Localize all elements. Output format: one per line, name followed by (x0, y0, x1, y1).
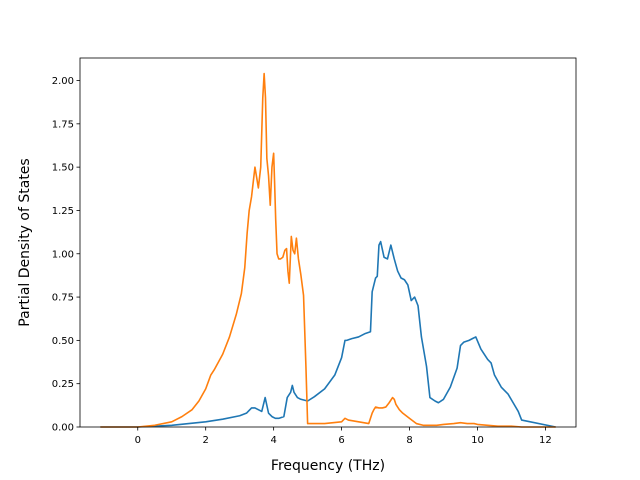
y-tick-label: 2.00 (52, 76, 74, 87)
series-layer (100, 72, 556, 428)
x-axis-label: Frequency (THz) (271, 458, 385, 474)
series-line-1 (100, 240, 556, 428)
x-tick-label: 10 (471, 435, 484, 446)
x-axis-ticks: 0 2 4 6 8 10 12 (135, 427, 552, 446)
x-tick-label: 2 (203, 435, 209, 446)
x-tick-label: 8 (406, 435, 412, 446)
plot-frame (79, 57, 577, 428)
y-tick-label: 1.25 (52, 206, 74, 217)
y-tick-label: 1.50 (52, 163, 74, 174)
y-tick-label: 0.75 (52, 293, 74, 304)
y-axis-ticks: 0.00 0.25 0.50 0.75 1.00 1.25 1.50 1.75 2.00 (52, 76, 80, 434)
y-tick-label: 1.75 (52, 119, 74, 130)
x-tick-label: 0 (135, 435, 141, 446)
y-tick-label: 0.25 (52, 379, 74, 390)
y-tick-label: 1.00 (52, 249, 74, 260)
x-tick-label: 12 (539, 435, 552, 446)
y-tick-label: 0.50 (52, 336, 74, 347)
series-line-2 (100, 72, 556, 428)
plot-area (80, 58, 576, 427)
x-tick-label: 4 (270, 435, 276, 446)
y-axis-label: Partial Density of States (17, 158, 33, 326)
y-tick-label: 0.00 (52, 423, 74, 434)
x-tick-label: 6 (338, 435, 344, 446)
